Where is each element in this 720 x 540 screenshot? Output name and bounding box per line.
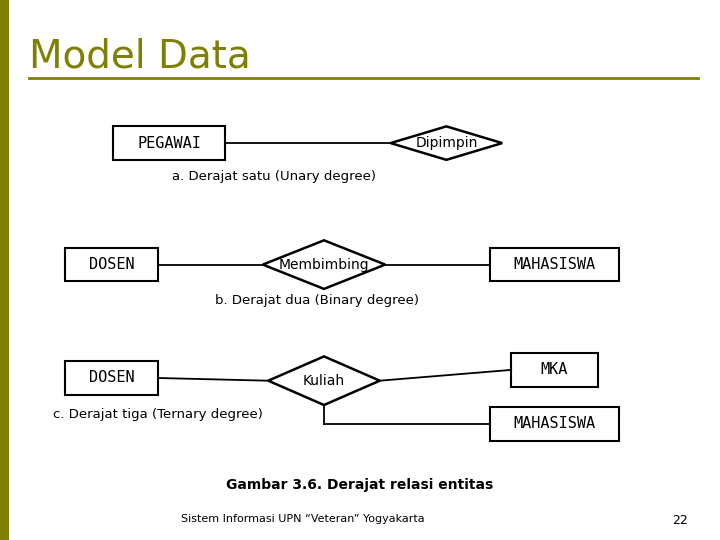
Text: MKA: MKA — [541, 362, 568, 377]
Bar — [65, 248, 158, 281]
Text: c. Derajat tiga (Ternary degree): c. Derajat tiga (Ternary degree) — [53, 408, 264, 421]
Text: 22: 22 — [672, 514, 688, 527]
Polygon shape — [390, 126, 503, 160]
Text: PEGAWAI: PEGAWAI — [138, 136, 201, 151]
Bar — [113, 126, 225, 160]
Text: Sistem Informasi UPN “Veteran” Yogyakarta: Sistem Informasi UPN “Veteran” Yogyakart… — [181, 514, 424, 524]
Text: Kuliah: Kuliah — [303, 374, 345, 388]
Bar — [490, 248, 619, 281]
Text: b. Derajat dua (Binary degree): b. Derajat dua (Binary degree) — [215, 294, 419, 307]
Text: a. Derajat satu (Unary degree): a. Derajat satu (Unary degree) — [171, 170, 376, 183]
Bar — [490, 407, 619, 441]
Text: Gambar 3.6. Derajat relasi entitas: Gambar 3.6. Derajat relasi entitas — [226, 478, 494, 492]
Polygon shape — [268, 356, 380, 405]
Text: Dipimpin: Dipimpin — [415, 136, 477, 150]
Text: DOSEN: DOSEN — [89, 370, 135, 386]
Text: MAHASISWA: MAHASISWA — [513, 416, 595, 431]
Polygon shape — [263, 240, 385, 289]
Text: Model Data: Model Data — [29, 38, 251, 76]
Bar — [0, 0, 9, 540]
Text: MAHASISWA: MAHASISWA — [513, 257, 595, 272]
Text: Membimbing: Membimbing — [279, 258, 369, 272]
Bar — [65, 361, 158, 395]
Text: DOSEN: DOSEN — [89, 257, 135, 272]
Bar — [511, 353, 598, 387]
